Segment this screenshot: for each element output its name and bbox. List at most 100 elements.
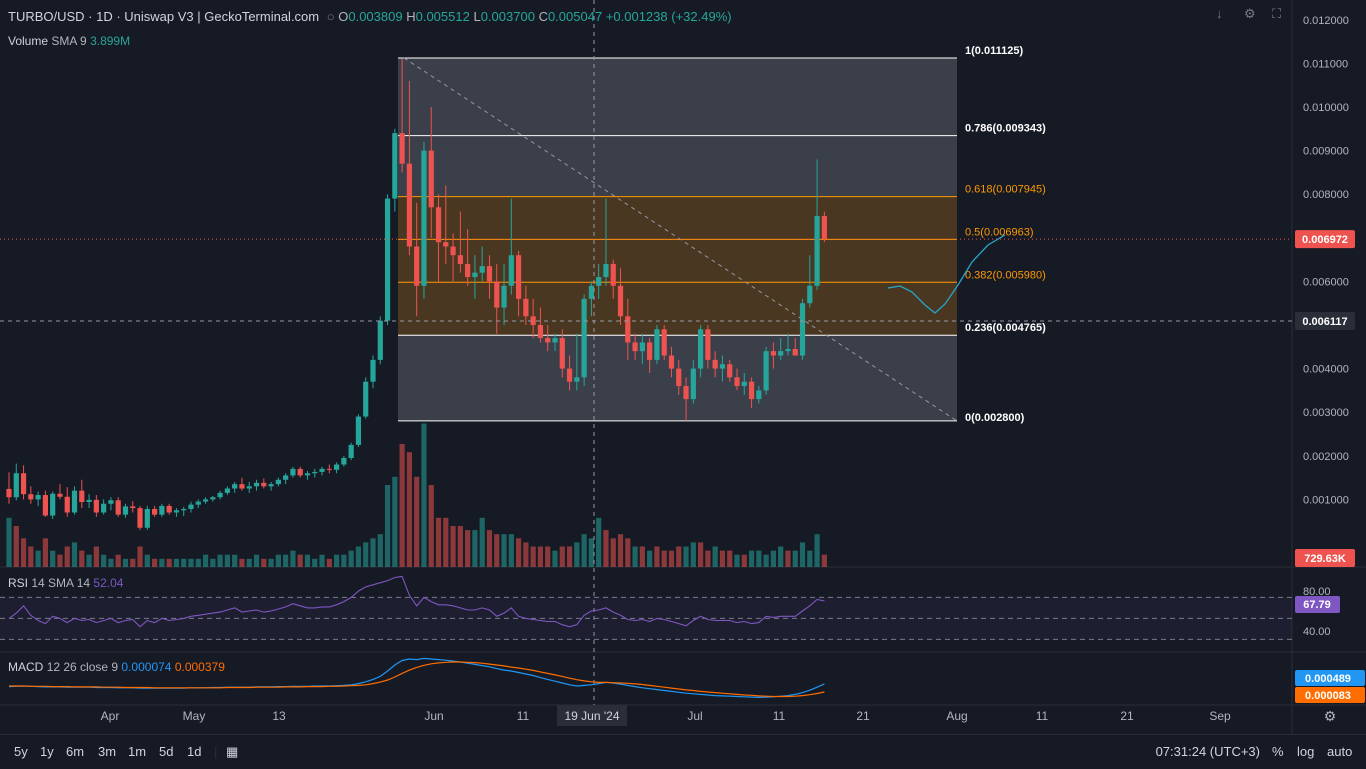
- timeframe-6m[interactable]: 6m: [66, 744, 85, 759]
- rsi-value-tag-label: 67.79: [1303, 599, 1331, 611]
- timeframe-1y[interactable]: 1y: [40, 744, 54, 759]
- volume-bar: [210, 558, 216, 567]
- candle-body: [326, 468, 332, 470]
- timeframe-1m[interactable]: 1m: [128, 744, 147, 759]
- time-tick-label: 21: [1120, 709, 1134, 723]
- arrow-down-icon[interactable]: ↓: [1216, 6, 1223, 21]
- volume-bar: [377, 534, 383, 567]
- candle-body: [501, 285, 507, 308]
- fib-level-label: 0.618(0.007945): [965, 184, 1046, 196]
- fullscreen-icon[interactable]: ⛶: [1272, 6, 1282, 21]
- candle-body: [632, 342, 638, 352]
- candle-body: [581, 298, 587, 378]
- volume-bar: [821, 554, 827, 567]
- volume-bar: [559, 546, 565, 567]
- volume-bar: [443, 517, 449, 567]
- candle-body: [821, 216, 827, 240]
- candle-body: [159, 505, 165, 515]
- cursor-date-label: 19 Jun '24: [564, 709, 619, 723]
- log-toggle[interactable]: log: [1297, 744, 1315, 759]
- candle-body: [639, 342, 645, 352]
- fib-level-label: 0.236(0.004765): [965, 322, 1046, 334]
- time-tick-label: Jun: [424, 709, 443, 723]
- volume-bar: [232, 554, 238, 567]
- volume-bar: [450, 526, 456, 567]
- volume-bar: [275, 554, 281, 567]
- candle-body: [384, 198, 391, 321]
- candle-body: [297, 468, 303, 476]
- volume-bar: [428, 485, 434, 567]
- volume-bar: [6, 517, 12, 567]
- macd-value-tag-label: 0.000489: [1305, 673, 1351, 685]
- candle-body: [654, 329, 660, 360]
- volume-bar: [341, 554, 347, 567]
- percent-toggle[interactable]: %: [1272, 744, 1284, 759]
- volume-bar: [727, 550, 733, 567]
- candle-body: [290, 468, 296, 476]
- candle-body: [79, 490, 85, 503]
- volume-bar: [588, 538, 594, 567]
- volume-bar: [698, 542, 704, 567]
- candle-body: [406, 163, 412, 247]
- candle-body: [93, 499, 99, 513]
- candle-body: [101, 503, 107, 513]
- candle-body: [275, 479, 281, 485]
- high-value: 0.005512: [415, 9, 470, 24]
- timeframe-5y[interactable]: 5y: [14, 744, 28, 759]
- volume-bar: [770, 550, 776, 567]
- volume-bar: [137, 546, 143, 567]
- price-tag: [1295, 549, 1355, 567]
- candle-body: [719, 364, 726, 369]
- volume-bar: [617, 534, 624, 567]
- chart-canvas[interactable]: 0.0130000.0120000.0110000.0100000.009000…: [0, 0, 1366, 734]
- time-tick-label: 11: [1036, 709, 1049, 723]
- volume-bar: [799, 542, 806, 567]
- volume-bar: [494, 534, 500, 567]
- candle-body: [625, 316, 631, 343]
- timeframe-5d[interactable]: 5d: [159, 744, 174, 759]
- volume-bar: [748, 550, 755, 567]
- volume-bar: [690, 542, 696, 567]
- timeframe-1d[interactable]: 1d: [187, 744, 202, 759]
- volume-bar: [195, 558, 201, 567]
- volume-bar: [566, 546, 573, 567]
- rsi-legend: RSI 14 SMA 14 52.04: [8, 576, 123, 590]
- auto-toggle[interactable]: auto: [1327, 744, 1353, 759]
- volume-bar: [530, 546, 536, 567]
- volume-bar: [159, 558, 165, 567]
- volume-bar: [668, 550, 675, 567]
- candle-body: [195, 501, 201, 505]
- fib-level-label: 1(0.011125): [965, 45, 1023, 57]
- price-tag: [1295, 230, 1355, 249]
- volume-bar: [807, 550, 813, 567]
- status-dot-icon: ○: [326, 9, 335, 24]
- volume-bar: [610, 538, 616, 567]
- fib-zone-golden: [398, 196, 957, 336]
- rsi-line: [8, 575, 825, 628]
- candle-body: [756, 390, 762, 400]
- candle-body: [698, 329, 704, 369]
- projection-path: [887, 234, 1006, 314]
- timeframe-3m[interactable]: 3m: [98, 744, 117, 759]
- candle-body: [50, 493, 56, 516]
- price-tick-label: 0.003000: [1303, 407, 1349, 419]
- candle-body: [108, 500, 114, 504]
- close-value: 0.005047: [547, 9, 603, 24]
- volume-bar: [348, 550, 354, 567]
- calendar-range-icon[interactable]: ▦: [226, 744, 239, 759]
- volume-bar: [355, 546, 362, 567]
- volume-bar: [603, 530, 609, 567]
- candle-body: [414, 246, 420, 286]
- candle-body: [588, 285, 594, 299]
- axis-settings-icon: ⚙: [1324, 708, 1337, 724]
- candle-body: [224, 488, 230, 493]
- volume-bar: [581, 534, 587, 567]
- candle-body: [770, 351, 776, 356]
- clock-timezone[interactable]: 07:31:24 (UTC+3): [1155, 744, 1260, 759]
- candle-body: [232, 484, 238, 489]
- volume-bar: [202, 554, 209, 567]
- settings-icon[interactable]: ⚙: [1244, 6, 1256, 21]
- price-tick-label: 0.002000: [1303, 451, 1349, 463]
- rsi-tick-label: 40.00: [1303, 626, 1331, 638]
- volume-sma-label: SMA 9: [51, 34, 87, 48]
